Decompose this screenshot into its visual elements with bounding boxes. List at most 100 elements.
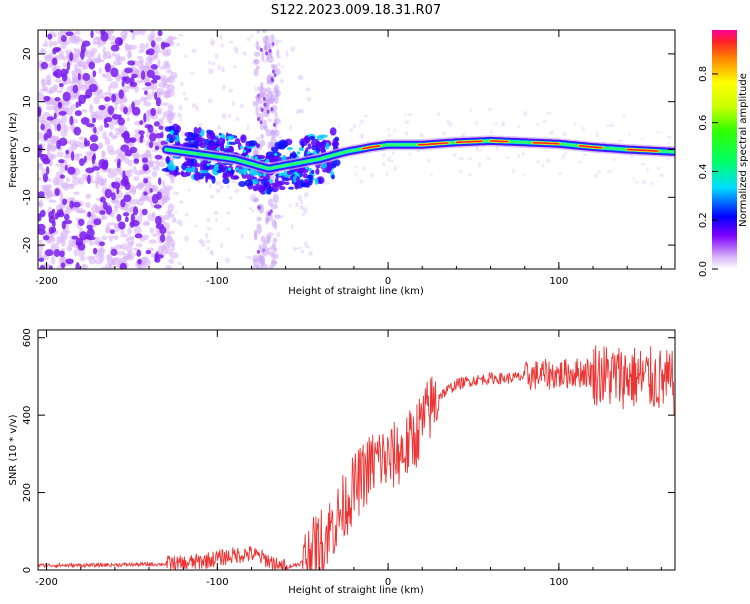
- spectrogram-blob: [265, 87, 272, 94]
- spectrogram-blob: [77, 72, 81, 81]
- spectrogram-blob: [131, 101, 135, 111]
- spectrogram-blob: [307, 151, 311, 155]
- spectrogram-blob: [152, 233, 159, 237]
- spectrogram-blob: [111, 181, 116, 187]
- snr-y-label: SNR (10 * v/v): [8, 414, 19, 485]
- spectrogram-blob: [224, 257, 230, 264]
- spectrogram-blob: [542, 119, 547, 123]
- spectrogram-blob: [45, 166, 50, 175]
- spectrogram-blob: [269, 251, 275, 258]
- snr-marks: [38, 345, 675, 570]
- spectrogram-blob: [130, 198, 139, 205]
- spectrogram-blob: [143, 166, 149, 171]
- spectrogram-blob: [78, 218, 85, 226]
- spectrogram-blob: [87, 211, 92, 218]
- spectrogram-blob: [148, 141, 154, 148]
- spectrogram-blob: [327, 165, 333, 171]
- spectrogram-blob: [265, 129, 272, 137]
- spectrogram-blob: [160, 244, 167, 251]
- spectrogram-blob: [593, 173, 598, 179]
- spectrogram-blob: [305, 245, 310, 249]
- spectrogram-blob: [165, 264, 172, 269]
- spectrogram-blob: [123, 194, 132, 203]
- spectrogram-blob: [640, 163, 645, 166]
- spectrogram-blob: [228, 141, 237, 146]
- spectrogram-blob: [267, 35, 271, 42]
- spectrogram-blob: [206, 129, 212, 135]
- spectrogram-blob: [291, 151, 297, 160]
- spectrogram-blob: [381, 161, 386, 167]
- spectrogram-blob: [275, 68, 281, 76]
- spectrogram-blob: [258, 94, 262, 100]
- spectrogram-blob: [191, 48, 197, 54]
- spectrogram-blob: [131, 73, 138, 79]
- colorbar-gradient: [712, 30, 737, 269]
- spectrogram-blob: [206, 217, 211, 223]
- spectrogram-blob: [227, 167, 232, 171]
- spectrogram-blob: [290, 46, 296, 52]
- spectrogram-blob: [252, 101, 255, 105]
- spectrogram-blob: [162, 197, 172, 201]
- spectrogram-blob: [382, 153, 386, 157]
- spectrogram-blob: [279, 119, 282, 124]
- spectrogram-blob: [252, 258, 260, 266]
- spectrogram-blob: [260, 255, 266, 266]
- spectrogram-blob: [143, 177, 149, 184]
- spectrogram-blob: [189, 72, 195, 75]
- spectrogram-blob: [160, 131, 164, 139]
- spectrogram-blob: [122, 85, 130, 93]
- spectrogram-blob: [63, 219, 73, 225]
- spectrogram-blob: [272, 237, 278, 243]
- spectrogram-blob: [217, 125, 221, 130]
- spectrogram-blob: [125, 44, 130, 49]
- spectrogram-blob: [64, 164, 68, 171]
- spectrogram-blob: [42, 111, 50, 118]
- spectrogram-blob: [276, 231, 281, 238]
- spectrogram-blob: [273, 73, 277, 78]
- spectrogram-blob: [206, 147, 215, 151]
- spectrogram-blob: [546, 158, 551, 164]
- spectrogram-blob: [205, 232, 209, 239]
- spectrogram-blob: [229, 40, 234, 44]
- spectrogram-blob: [535, 123, 540, 126]
- spectrogram-blob: [315, 142, 321, 148]
- spectrogram-blob: [56, 118, 62, 125]
- spectrogram-blob: [198, 179, 201, 184]
- spectrogram-x-label: Height of straight line (km): [288, 286, 424, 297]
- spectrogram-blob: [305, 87, 311, 92]
- spectrogram-blob: [184, 137, 193, 142]
- spectrogram-y-tick-label: 20: [22, 48, 33, 61]
- spectrogram-blob: [120, 229, 125, 235]
- spectrogram-blob: [279, 78, 284, 84]
- spectrogram-blob: [228, 113, 232, 118]
- spectrogram-y-axis: -20 -10 0 10 20: [22, 48, 675, 253]
- snr-x-tick-label: 0: [385, 577, 391, 588]
- spectrogram-blob: [155, 254, 164, 259]
- spectrogram-blob: [78, 158, 85, 166]
- spectrogram-blob: [215, 164, 219, 168]
- spectrogram-blob: [60, 235, 68, 241]
- spectrogram-blob: [278, 136, 283, 139]
- spectrogram-blob: [352, 123, 357, 129]
- spectrogram-blob: [386, 156, 392, 162]
- spectrogram-blob: [48, 233, 55, 241]
- spectrogram-blob: [59, 165, 66, 173]
- spectrogram-blob: [150, 82, 158, 91]
- spectrogram-blob: [38, 164, 44, 171]
- spectrogram-blob: [126, 245, 133, 254]
- spectrogram-blob: [516, 125, 521, 129]
- spectrogram-blob: [69, 51, 74, 62]
- spectrogram-blob: [408, 152, 412, 157]
- spectrogram-blob: [62, 198, 68, 206]
- spectrogram-blob: [132, 206, 139, 216]
- spectrogram-blob: [296, 175, 300, 185]
- spectrogram-blob: [403, 113, 407, 116]
- spectrogram-blob: [211, 175, 216, 184]
- spectrogram-blob: [97, 142, 104, 149]
- spectrogram-blob: [630, 154, 633, 158]
- spectrogram-blob: [523, 111, 528, 116]
- spectrogram-blob: [468, 157, 473, 161]
- spectrogram-blob: [100, 30, 106, 36]
- spectrogram-blob: [149, 132, 157, 142]
